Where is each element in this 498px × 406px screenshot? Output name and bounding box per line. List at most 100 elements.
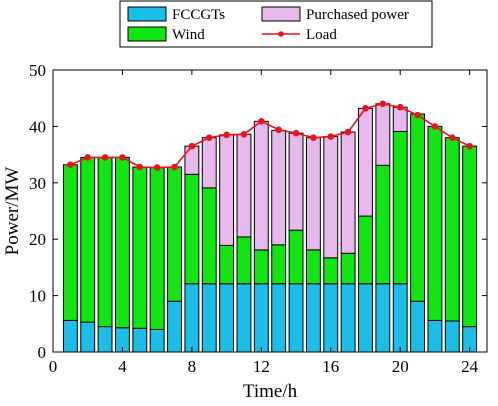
- bar-fccgts: [253, 283, 269, 353]
- plot-area: [53, 70, 487, 353]
- load-point: [466, 142, 473, 150]
- bar-purchased-power: [340, 131, 356, 254]
- bar-wind: [358, 215, 373, 285]
- bar-purchased-power: [323, 136, 339, 259]
- bar-purchased-power: [271, 129, 287, 246]
- load-point: [84, 154, 92, 161]
- bar-wind: [80, 156, 96, 323]
- bar-wind: [149, 167, 165, 330]
- load-point: [188, 142, 196, 150]
- bar-purchased-power: [392, 106, 408, 132]
- bar-wind: [62, 164, 78, 321]
- x-tick-label: 4: [118, 357, 127, 376]
- bar-fccgts: [219, 283, 235, 353]
- load-point: [153, 164, 161, 171]
- load-point: [119, 154, 126, 161]
- bar-purchased-power: [375, 103, 391, 166]
- bar-purchased-power: [184, 145, 200, 175]
- legend-label-purchased-power: Purchased power: [306, 7, 409, 23]
- load-point: [431, 123, 439, 130]
- axes-box: [52, 69, 488, 353]
- bar-wind: [305, 249, 321, 285]
- load-point: [414, 111, 421, 119]
- bar-wind: [444, 137, 460, 322]
- load-point: [258, 118, 265, 125]
- bar-fccgts: [427, 319, 443, 353]
- bar-purchased-power: [253, 120, 269, 251]
- y-tick-label: 30: [29, 174, 46, 193]
- legend-marker-load: [278, 31, 284, 37]
- bar-wind: [410, 113, 426, 302]
- load-point: [396, 103, 404, 111]
- x-tick-label: 24: [461, 357, 479, 376]
- bar-fccgts: [444, 320, 460, 353]
- bar-purchased-power: [358, 107, 373, 217]
- load-point: [67, 161, 74, 169]
- load-point: [292, 129, 300, 137]
- legend-label-wind: Wind: [172, 27, 205, 43]
- bar-fccgts: [340, 283, 356, 353]
- bar-fccgts: [392, 283, 408, 353]
- bar-fccgts: [97, 326, 113, 353]
- load-point: [223, 131, 230, 139]
- x-tick-label: 12: [253, 357, 270, 376]
- bar-wind: [184, 173, 200, 285]
- legend: FCCGTs Purchased power Wind Load: [119, 0, 433, 48]
- bar-fccgts: [167, 300, 182, 353]
- bar-wind: [288, 229, 304, 285]
- load-point: [379, 100, 387, 108]
- bar-wind: [340, 252, 356, 285]
- load-point: [448, 134, 456, 141]
- bar-fccgts: [201, 283, 217, 353]
- bar-fccgts: [236, 283, 252, 353]
- y-axis-label: Power/MW: [2, 167, 23, 256]
- bar-fccgts: [305, 283, 321, 353]
- load-point: [310, 134, 317, 141]
- x-tick-label: 0: [49, 357, 58, 376]
- y-tick-label: 40: [29, 117, 46, 136]
- y-tick-label: 20: [29, 230, 46, 249]
- bar-purchased-power: [201, 137, 217, 189]
- bar-purchased-power: [236, 133, 252, 238]
- bar-fccgts: [149, 328, 165, 353]
- bar-wind: [323, 257, 339, 285]
- load-point: [362, 105, 369, 112]
- legend-swatch-wind: [127, 26, 167, 42]
- bar-fccgts: [271, 283, 287, 353]
- bar-wind: [236, 236, 252, 285]
- load-point: [240, 130, 248, 138]
- axes: 0 4 8 12 16 20 24 0 10 20 30 40 50: [29, 61, 488, 376]
- bar-fccgts: [375, 283, 391, 353]
- y-tick-label: 50: [29, 61, 46, 80]
- y-tick-label: 10: [29, 287, 46, 306]
- load-point: [205, 134, 213, 141]
- load-point: [344, 128, 352, 136]
- bar-purchased-power: [305, 137, 321, 251]
- bar-wind: [427, 125, 443, 321]
- x-tick-label: 8: [188, 357, 197, 376]
- y-tick-label: 0: [38, 343, 47, 362]
- bar-wind: [201, 187, 217, 285]
- bar-purchased-power: [288, 132, 304, 231]
- bar-fccgts: [410, 300, 426, 353]
- bar-wind: [271, 244, 287, 285]
- bar-fccgts: [358, 283, 373, 353]
- load-point: [136, 163, 144, 171]
- x-tick-label: 16: [322, 357, 339, 376]
- bar-wind: [253, 249, 269, 285]
- bar-wind: [375, 164, 391, 285]
- bar-fccgts: [323, 283, 339, 353]
- bar-wind: [132, 166, 148, 329]
- x-tick-label: 20: [392, 357, 409, 376]
- legend-swatch-purchased-power: [261, 6, 301, 22]
- bar-wind: [97, 156, 113, 328]
- bar-fccgts: [80, 321, 96, 353]
- bar-wind: [462, 145, 478, 328]
- load-point: [171, 163, 178, 171]
- bar-fccgts: [288, 283, 304, 353]
- bar-fccgts: [62, 319, 78, 353]
- legend-swatch-fccgts: [127, 6, 167, 22]
- load-point: [275, 126, 282, 134]
- bar-wind: [392, 130, 408, 285]
